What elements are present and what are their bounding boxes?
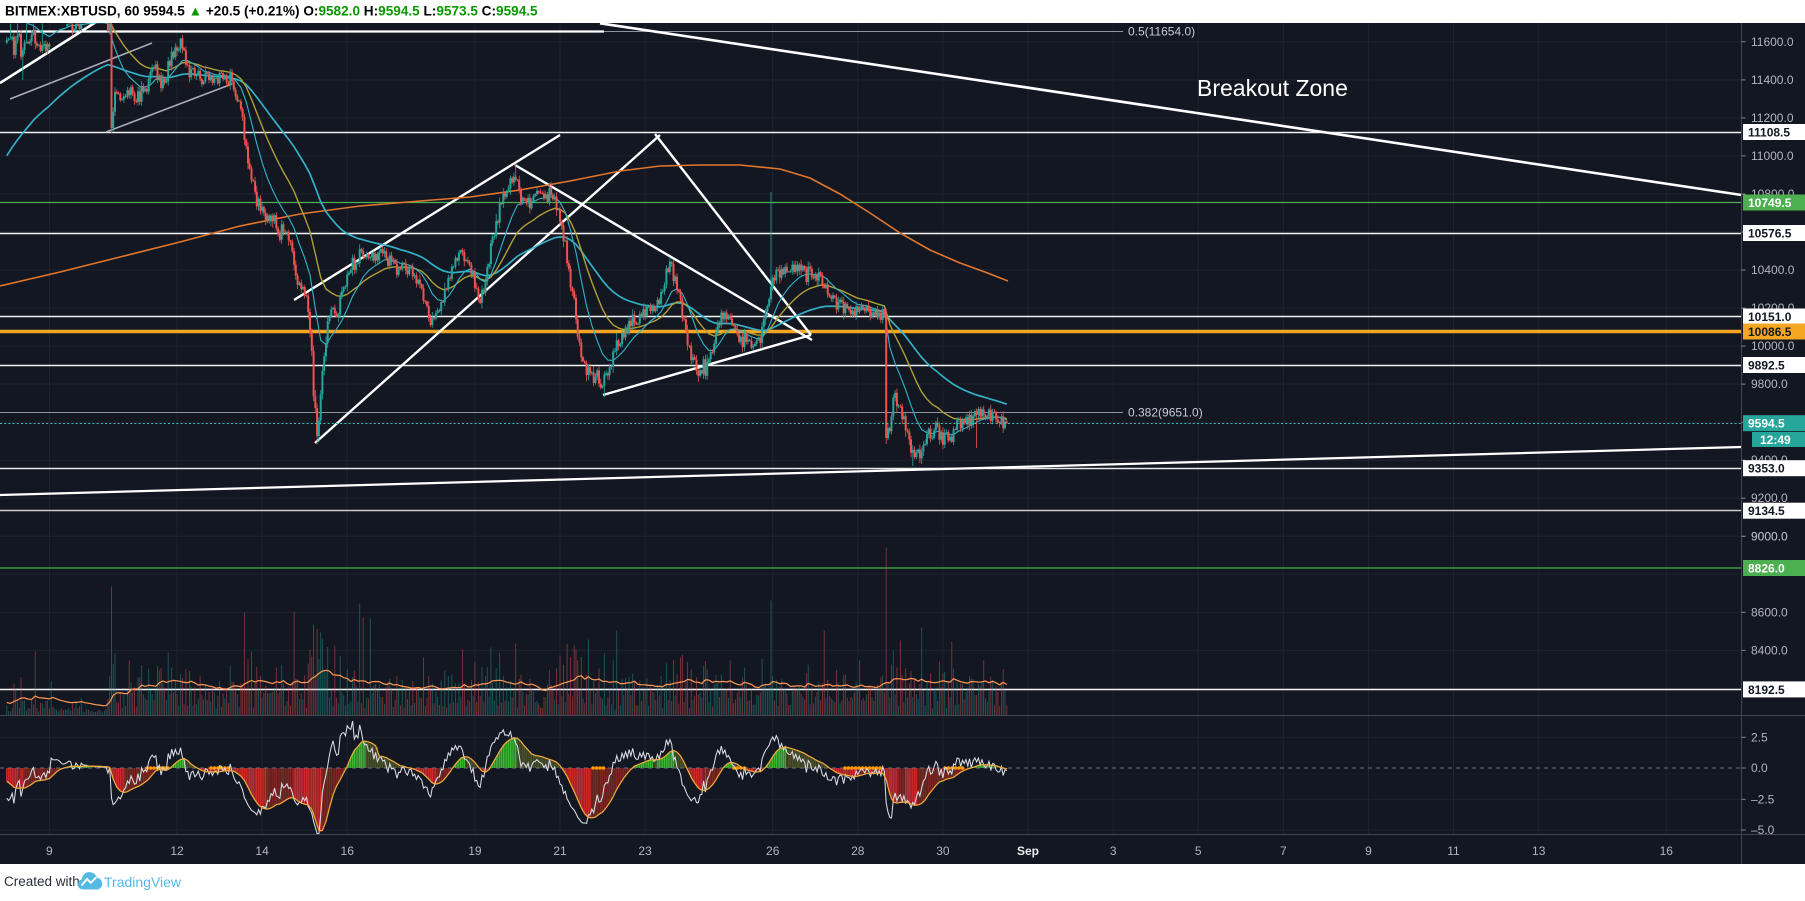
- svg-text:9892.5: 9892.5: [1748, 359, 1785, 373]
- svg-text:14: 14: [255, 844, 269, 858]
- svg-text:21: 21: [553, 844, 567, 858]
- svg-text:9000.0: 9000.0: [1751, 529, 1788, 543]
- svg-text:9800.0: 9800.0: [1751, 377, 1788, 391]
- svg-text:10000.0: 10000.0: [1751, 339, 1795, 353]
- svg-text:8826.0: 8826.0: [1748, 562, 1785, 576]
- svg-text:16: 16: [341, 844, 355, 858]
- svg-text:11108.5: 11108.5: [1748, 126, 1790, 140]
- svg-text:9200.0: 9200.0: [1751, 491, 1788, 505]
- svg-text:BITMEX:XBTUSD, 60 9594.5 ▲ +20: BITMEX:XBTUSD, 60 9594.5 ▲ +20.5 (+0.21%…: [5, 4, 538, 19]
- svg-text:10151.0: 10151.0: [1748, 310, 1792, 324]
- svg-text:0.0: 0.0: [1751, 761, 1768, 775]
- svg-text:30: 30: [936, 844, 950, 858]
- svg-text:–2.5: –2.5: [1751, 792, 1775, 806]
- svg-text:19: 19: [468, 844, 482, 858]
- svg-text:5: 5: [1195, 844, 1202, 858]
- svg-text:–5.0: –5.0: [1751, 823, 1775, 837]
- svg-text:Created with: Created with: [4, 874, 80, 889]
- svg-text:0.382(9651.0): 0.382(9651.0): [1128, 406, 1203, 420]
- svg-text:23: 23: [638, 844, 652, 858]
- svg-text:9594.5: 9594.5: [1748, 417, 1785, 431]
- svg-text:12:49: 12:49: [1760, 433, 1791, 447]
- svg-text:10400.0: 10400.0: [1751, 263, 1795, 277]
- svg-text:9: 9: [1365, 844, 1372, 858]
- svg-text:9: 9: [46, 844, 53, 858]
- svg-text:9000.0: 9000.0: [1751, 529, 1788, 543]
- svg-text:10749.5: 10749.5: [1748, 196, 1792, 210]
- svg-text:28: 28: [851, 844, 865, 858]
- svg-text:9353.0: 9353.0: [1748, 462, 1785, 476]
- svg-text:11400.0: 11400.0: [1751, 73, 1794, 87]
- svg-text:Sep: Sep: [1017, 844, 1039, 858]
- svg-text:12: 12: [170, 844, 184, 858]
- svg-text:TradingView: TradingView: [104, 874, 182, 890]
- svg-text:8400.0: 8400.0: [1751, 643, 1788, 657]
- svg-text:2.5: 2.5: [1751, 730, 1768, 744]
- svg-text:8192.5: 8192.5: [1748, 683, 1785, 697]
- svg-text:26: 26: [766, 844, 780, 858]
- svg-text:11600.0: 11600.0: [1751, 35, 1794, 49]
- svg-text:3: 3: [1110, 844, 1117, 858]
- svg-text:0.5(11654.0): 0.5(11654.0): [1128, 25, 1195, 39]
- svg-text:13: 13: [1532, 844, 1546, 858]
- svg-text:7: 7: [1280, 844, 1287, 858]
- svg-text:9134.5: 9134.5: [1748, 504, 1785, 518]
- svg-text:11000.0: 11000.0: [1751, 149, 1794, 163]
- svg-text:Breakout Zone: Breakout Zone: [1197, 75, 1348, 101]
- svg-text:11: 11: [1447, 844, 1460, 858]
- svg-text:16: 16: [1660, 844, 1674, 858]
- svg-text:10576.5: 10576.5: [1748, 227, 1792, 241]
- svg-text:8600.0: 8600.0: [1751, 605, 1788, 619]
- svg-text:10086.5: 10086.5: [1748, 325, 1792, 339]
- svg-text:11200.0: 11200.0: [1751, 111, 1794, 125]
